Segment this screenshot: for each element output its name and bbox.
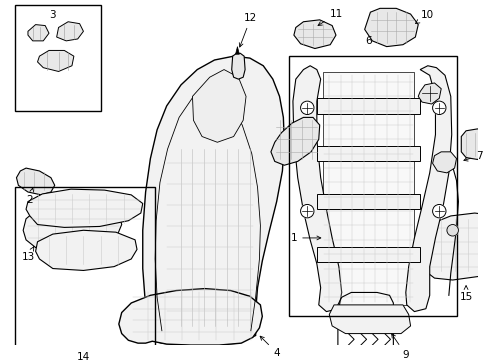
Circle shape bbox=[300, 204, 314, 218]
Polygon shape bbox=[294, 20, 336, 49]
Polygon shape bbox=[28, 24, 49, 41]
Text: 13: 13 bbox=[22, 247, 35, 262]
Bar bbox=[15, 5, 100, 111]
Circle shape bbox=[447, 225, 459, 236]
Text: 12: 12 bbox=[239, 13, 257, 47]
Polygon shape bbox=[143, 56, 284, 345]
Polygon shape bbox=[57, 22, 83, 41]
Text: 6: 6 bbox=[365, 36, 372, 46]
Text: 9: 9 bbox=[392, 334, 409, 360]
Text: 5: 5 bbox=[0, 359, 1, 360]
Polygon shape bbox=[38, 50, 74, 72]
Text: 7: 7 bbox=[464, 151, 483, 161]
Polygon shape bbox=[406, 66, 452, 312]
Circle shape bbox=[300, 101, 314, 114]
Text: 1: 1 bbox=[291, 233, 321, 243]
Polygon shape bbox=[119, 289, 262, 345]
Text: 14: 14 bbox=[77, 352, 90, 360]
Text: 2: 2 bbox=[26, 188, 34, 205]
Text: 10: 10 bbox=[416, 10, 434, 23]
Polygon shape bbox=[317, 98, 420, 113]
Bar bbox=[289, 56, 457, 316]
Polygon shape bbox=[23, 202, 122, 251]
Polygon shape bbox=[365, 8, 418, 46]
Bar bbox=[15, 187, 155, 359]
Polygon shape bbox=[322, 72, 415, 305]
Text: 4: 4 bbox=[260, 336, 280, 358]
Text: 3: 3 bbox=[49, 10, 56, 20]
Polygon shape bbox=[433, 152, 457, 173]
Polygon shape bbox=[317, 247, 420, 262]
Polygon shape bbox=[271, 117, 319, 165]
Polygon shape bbox=[329, 305, 411, 334]
Polygon shape bbox=[26, 189, 143, 228]
Polygon shape bbox=[461, 129, 489, 159]
Polygon shape bbox=[193, 69, 246, 142]
Circle shape bbox=[433, 204, 446, 218]
Polygon shape bbox=[317, 146, 420, 161]
Polygon shape bbox=[36, 230, 137, 270]
Polygon shape bbox=[232, 53, 245, 79]
Text: 15: 15 bbox=[460, 285, 473, 302]
Polygon shape bbox=[236, 46, 239, 54]
Polygon shape bbox=[293, 66, 342, 312]
Polygon shape bbox=[17, 168, 55, 195]
Text: 11: 11 bbox=[318, 9, 343, 26]
Polygon shape bbox=[418, 83, 441, 104]
Circle shape bbox=[433, 101, 446, 114]
Text: 8: 8 bbox=[0, 359, 1, 360]
Polygon shape bbox=[317, 194, 420, 209]
Polygon shape bbox=[418, 213, 490, 280]
